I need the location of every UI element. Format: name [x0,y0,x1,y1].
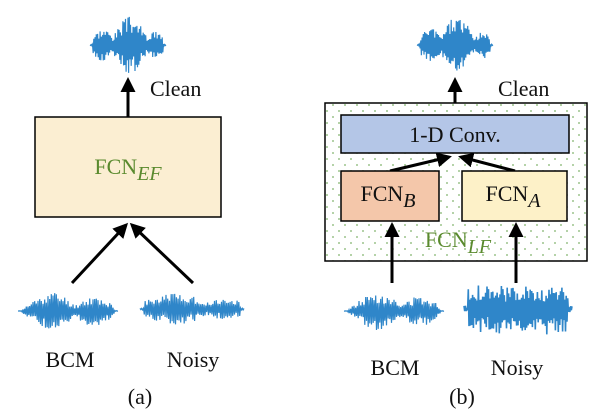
waveform-trace [139,293,245,325]
bcm-label-a: BCM [46,347,95,372]
noisy-label-b: Noisy [491,355,544,380]
fcn-ef-box [34,116,222,218]
waveform-trace [463,285,573,335]
waveform-trace [89,16,167,73]
input-arrow-bcm-a [70,222,129,285]
caption-a: (a) [128,384,152,409]
fcn-ef-label: FCNEF [94,154,162,185]
fcn-a-label: FCNA [485,181,541,212]
bcm-label-b: BCM [371,355,420,380]
conv-box [340,114,570,154]
caption-b: (b) [449,384,475,409]
input-arrow-noisy-a [129,222,195,285]
bcm-waveform-b [343,295,445,331]
clean-label-a: Clean [150,76,201,101]
bcm-waveform-a [18,293,119,329]
fcn-lf-label: FCNLF [425,227,492,258]
waveform-trace [343,295,445,331]
branch-arrow-a-to-conv [458,152,516,173]
fcn-b-box [340,170,440,222]
clean-waveform-a [89,16,167,73]
panel-b: Clean 1-D Conv. FCNB FCNA FCNLF BCM Nois… [324,19,588,409]
conv-label: 1-D Conv. [409,122,500,147]
waveform-trace [18,293,119,329]
fcn-a-box [461,170,568,222]
noisy-waveform-a [139,293,245,325]
branch-arrow-b-to-conv [389,152,452,173]
noisy-label-a: Noisy [167,347,220,372]
waveform-trace [416,19,494,71]
fcn-b-label: FCNB [360,181,415,212]
noisy-waveform-b [463,285,573,335]
clean-waveform-b [416,19,494,71]
clean-label-b: Clean [498,76,549,101]
panel-a: Clean FCNEF BCM Noisy (a) [18,16,245,409]
